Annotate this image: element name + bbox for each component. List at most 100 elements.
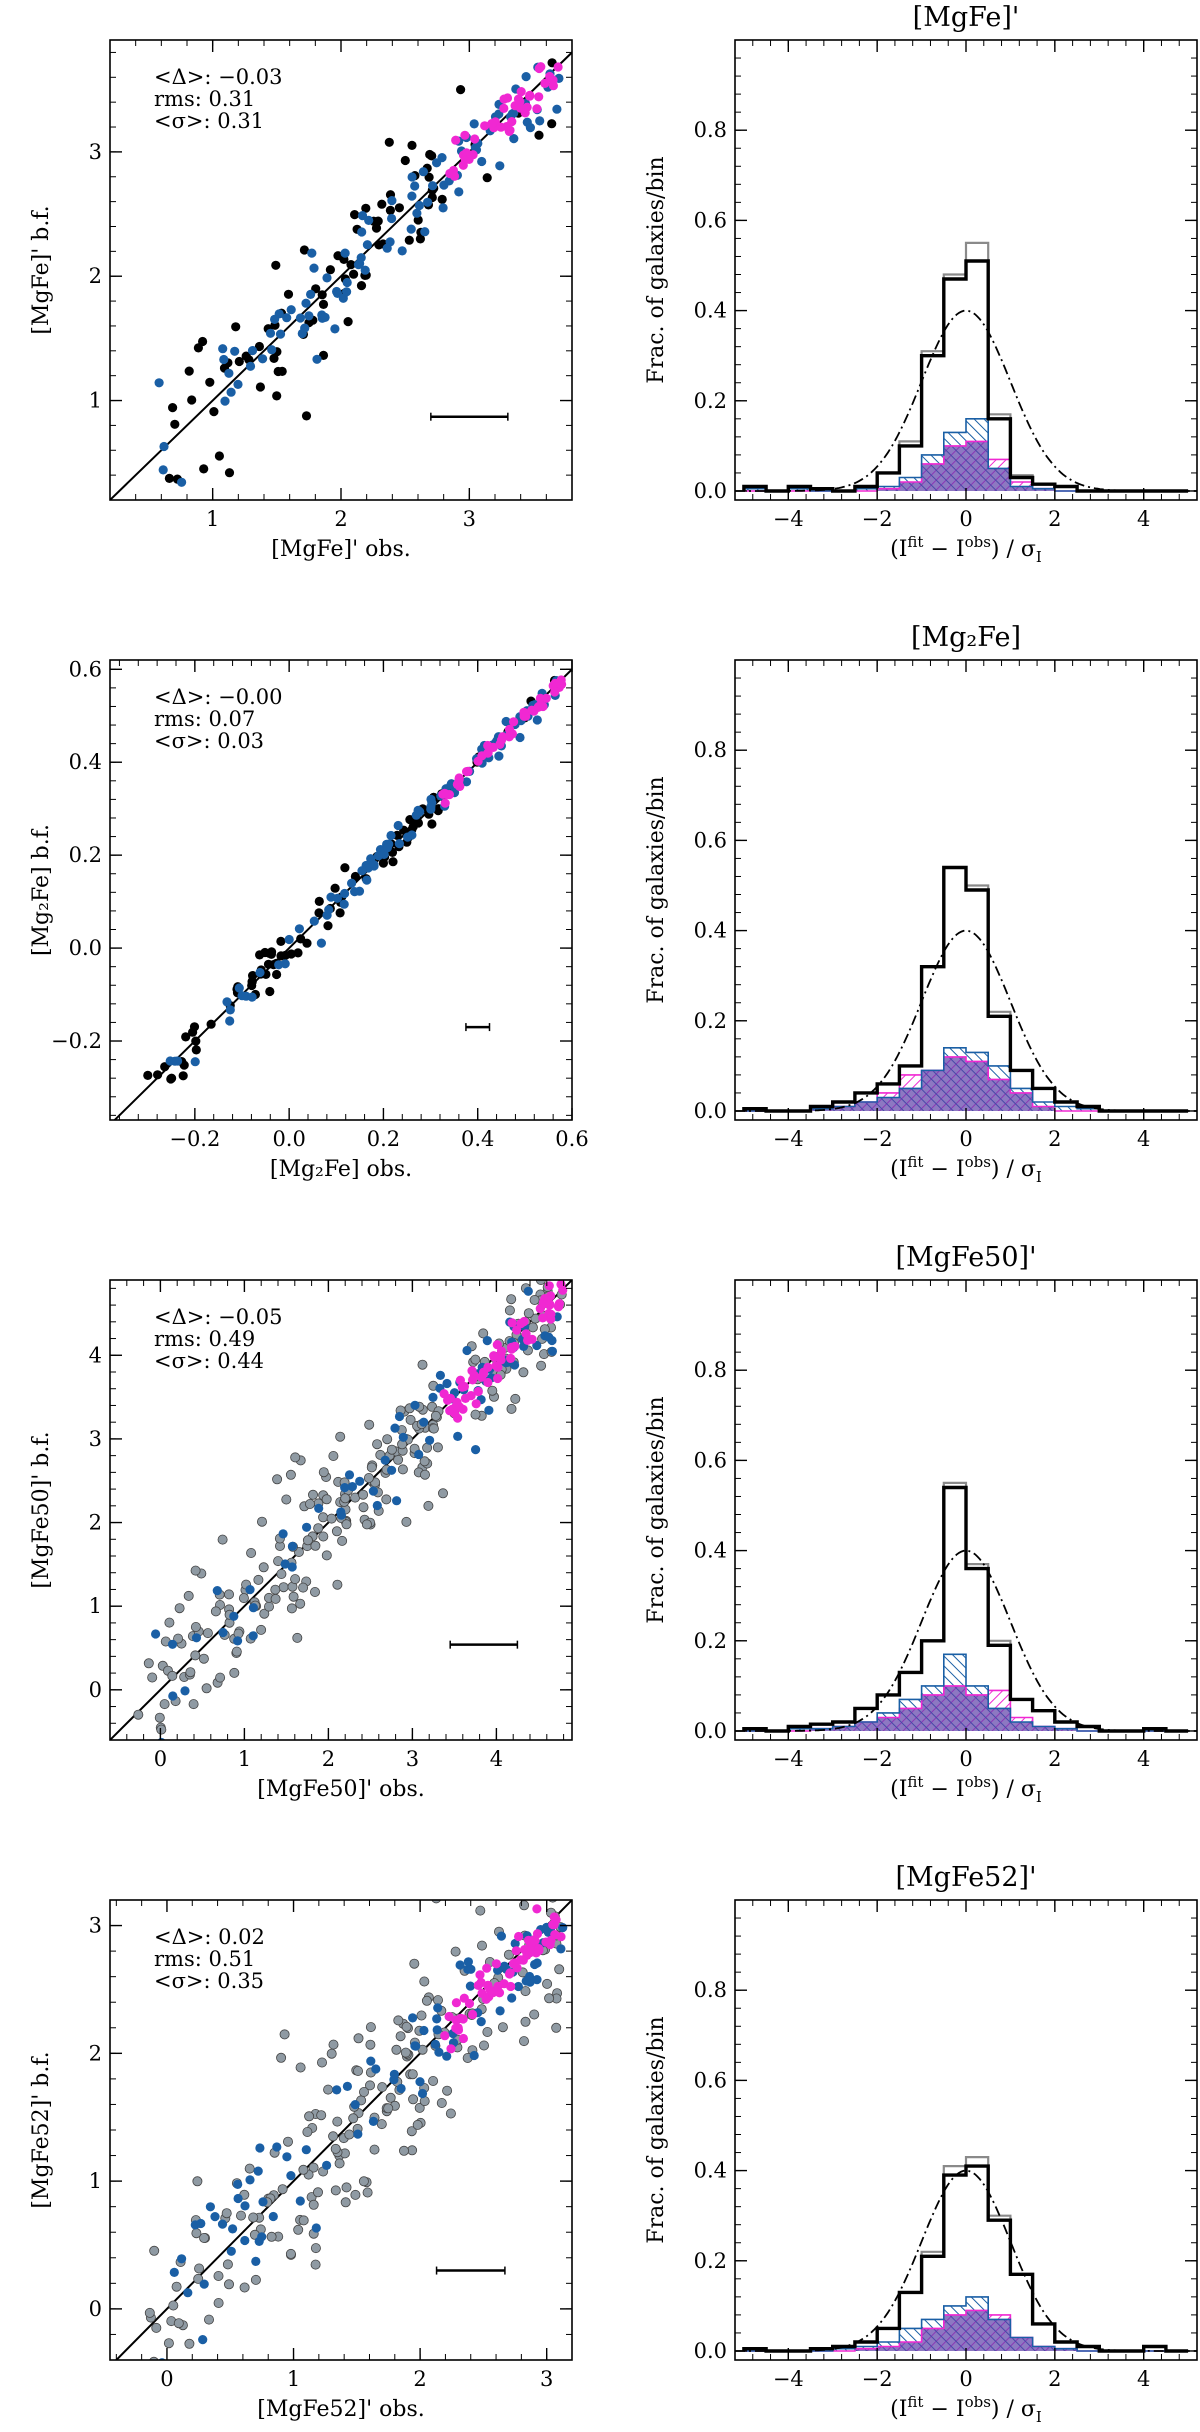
data-point	[272, 969, 282, 980]
data-point	[255, 967, 265, 978]
overlap-fill	[743, 2310, 1189, 2351]
data-point	[187, 395, 197, 405]
data-point	[296, 934, 306, 944]
y-axis-label: Frac. of galaxies/bin	[644, 156, 669, 383]
data-point	[265, 328, 276, 338]
data-point	[167, 1073, 177, 1083]
data-point	[298, 2164, 309, 2175]
data-point	[532, 715, 542, 725]
data-point	[394, 1411, 405, 1422]
data-point	[330, 2185, 341, 2196]
plot-area	[735, 865, 1197, 1113]
data-point	[445, 1406, 455, 1416]
data-point	[168, 403, 178, 413]
data-point	[337, 1535, 348, 1546]
data-point	[460, 1393, 471, 1403]
y-tick-label: 0.8	[694, 1358, 727, 1382]
data-point	[476, 2017, 486, 2027]
data-point	[451, 2015, 461, 2025]
data-point	[470, 1354, 481, 1365]
data-point	[316, 2057, 327, 2068]
data-point	[430, 2039, 440, 2049]
data-point	[335, 1431, 346, 1442]
gaussian-curve	[735, 929, 1197, 1112]
y-axis-label: [Mg₂Fe] b.f.	[29, 824, 54, 956]
y-tick-label: 4	[89, 1343, 102, 1367]
data-point	[453, 1413, 463, 1423]
data-point	[196, 2218, 206, 2229]
plot-area	[110, 1280, 572, 1740]
data-point	[495, 161, 505, 171]
x-axis-label: (Ifit​ − Iobs​) / σI​	[890, 533, 1042, 566]
plot-frame	[109, 1279, 573, 1741]
x-tick-label: 2	[1048, 1747, 1061, 1771]
data-point	[525, 91, 535, 101]
data-point	[410, 1400, 420, 1410]
data-point	[340, 1493, 351, 1504]
data-point	[476, 1940, 487, 1951]
data-point	[240, 2201, 250, 2211]
data-point	[483, 1362, 493, 1372]
data-point	[380, 1455, 390, 1465]
data-point	[213, 2297, 224, 2308]
data-point	[313, 1523, 324, 1534]
data-point	[229, 1611, 239, 1621]
data-point	[527, 1334, 537, 1344]
y-axis-label: [MgFe50]' b.f.	[29, 1431, 54, 1588]
x-tick-label: −2	[862, 2367, 893, 2391]
data-point	[263, 1601, 274, 1612]
data-point	[158, 465, 168, 475]
data-point	[160, 1062, 170, 1072]
data-point	[497, 2022, 508, 2033]
data-point	[555, 1888, 564, 1897]
data-point	[397, 1464, 408, 1475]
x-axis-label: [Mg₂Fe] obs.	[270, 1157, 412, 1182]
data-point	[357, 211, 368, 221]
data-point	[222, 2259, 233, 2270]
data-point	[419, 1456, 430, 1467]
stat-label: <Δ>: −0.05	[154, 1305, 282, 1329]
data-point	[411, 2041, 421, 2051]
data-point	[363, 1473, 374, 1484]
data-point	[366, 1462, 377, 1473]
data-point	[360, 265, 370, 275]
data-point	[520, 2016, 531, 2027]
data-point	[515, 732, 525, 743]
data-point	[304, 311, 314, 321]
blue-outline	[743, 1653, 1189, 1732]
data-point	[400, 2047, 411, 2058]
data-point	[388, 857, 398, 867]
data-point	[199, 2279, 209, 2289]
data-point	[272, 391, 282, 401]
data-point	[504, 732, 514, 742]
data-point	[393, 1454, 404, 1465]
data-point	[510, 1341, 520, 1351]
data-point	[473, 756, 483, 766]
data-point	[435, 1370, 445, 1380]
data-point	[362, 240, 372, 250]
data-point	[256, 1624, 267, 1635]
data-point	[470, 134, 480, 144]
plot-area	[735, 2156, 1197, 2353]
data-point	[189, 1022, 200, 1032]
data-point	[272, 1474, 283, 1485]
data-point	[482, 1336, 492, 1346]
data-point	[489, 1351, 499, 1361]
data-point	[478, 1328, 489, 1339]
data-point	[228, 2224, 238, 2234]
data-point	[358, 2176, 369, 2187]
data-point	[278, 1529, 288, 1539]
data-point	[309, 1587, 320, 1598]
stat-label: <σ>: 0.44	[154, 1349, 264, 1373]
data-point	[247, 346, 258, 356]
data-point	[438, 203, 448, 213]
data-point	[317, 290, 327, 300]
x-tick-label: 1	[287, 2367, 300, 2391]
data-point	[462, 767, 472, 777]
data-point	[440, 798, 450, 808]
data-point	[393, 2015, 404, 2026]
data-point	[324, 905, 334, 915]
data-point	[353, 2033, 364, 2044]
data-point	[147, 1672, 158, 1683]
